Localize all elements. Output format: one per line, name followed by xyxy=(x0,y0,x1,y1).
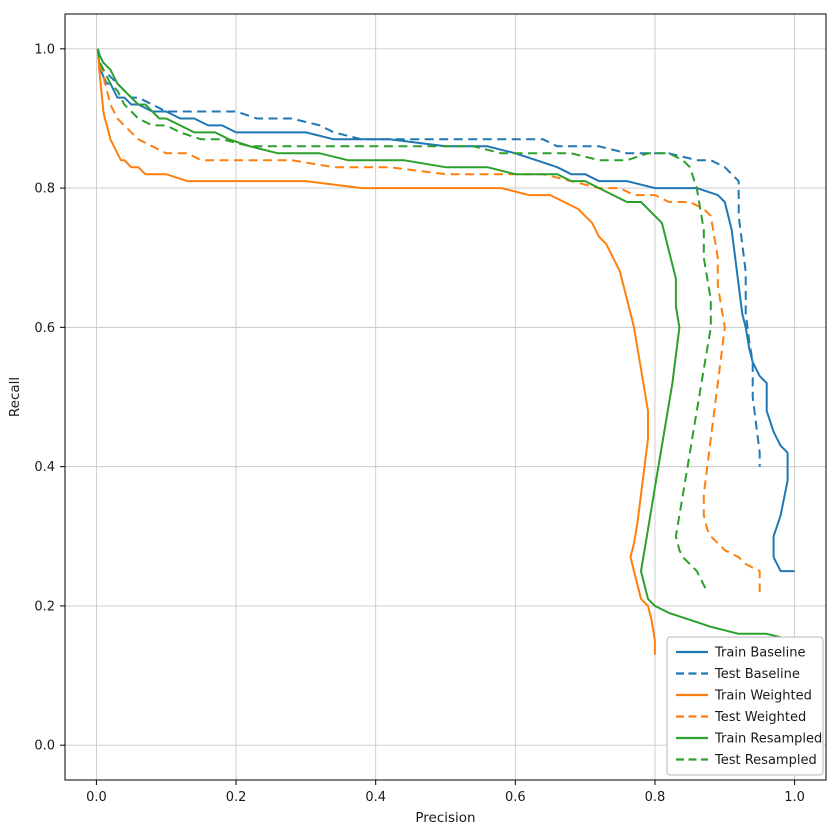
x-tick-label: 0.2 xyxy=(226,790,247,805)
x-tick-label: 0.4 xyxy=(365,790,386,805)
legend-item-label: Train Baseline xyxy=(714,646,805,661)
series-train-weighted xyxy=(96,48,656,655)
x-tick-label: 0.6 xyxy=(505,790,526,805)
legend-box xyxy=(666,636,824,776)
y-tick-label: 0.2 xyxy=(34,599,55,614)
y-tick-label: 0.8 xyxy=(34,182,55,197)
y-axis-label: Recall xyxy=(7,377,23,417)
legend-item: Train Resampled xyxy=(676,732,822,747)
legend-item: Test Weighted xyxy=(676,710,806,725)
legend-item-label: Train Weighted xyxy=(714,689,812,704)
series-test-baseline xyxy=(96,48,761,467)
legend: Train Baseline Test Baseline Train Weighte… xyxy=(666,636,824,776)
legend-item: Train Baseline xyxy=(676,646,805,661)
series-train-baseline xyxy=(96,48,795,573)
legend-item-label: Train Resampled xyxy=(714,732,822,747)
x-tick-label: 0.0 xyxy=(86,790,107,805)
y-tick-label: 0.0 xyxy=(34,739,55,754)
x-axis-label: Precision xyxy=(415,810,475,826)
axes-border xyxy=(64,13,827,781)
y-tick-label: 1.0 xyxy=(34,42,55,57)
series-test-weighted xyxy=(96,48,761,592)
legend-item-label: Test Baseline xyxy=(714,667,800,682)
series-test-resampled xyxy=(96,48,712,593)
x-tick-label: 0.8 xyxy=(645,790,666,805)
legend-item-label: Test Resampled xyxy=(714,753,817,768)
y-tick-label: 0.6 xyxy=(34,321,55,336)
legend-item: Test Baseline xyxy=(676,667,800,682)
legend-item: Train Weighted xyxy=(676,689,812,704)
legend-item-label: Test Weighted xyxy=(714,710,806,725)
legend-item: Test Resampled xyxy=(676,753,817,768)
x-tick-label: 1.0 xyxy=(784,790,805,805)
y-tick-label: 0.4 xyxy=(34,460,55,475)
series-train-resampled xyxy=(96,48,795,642)
